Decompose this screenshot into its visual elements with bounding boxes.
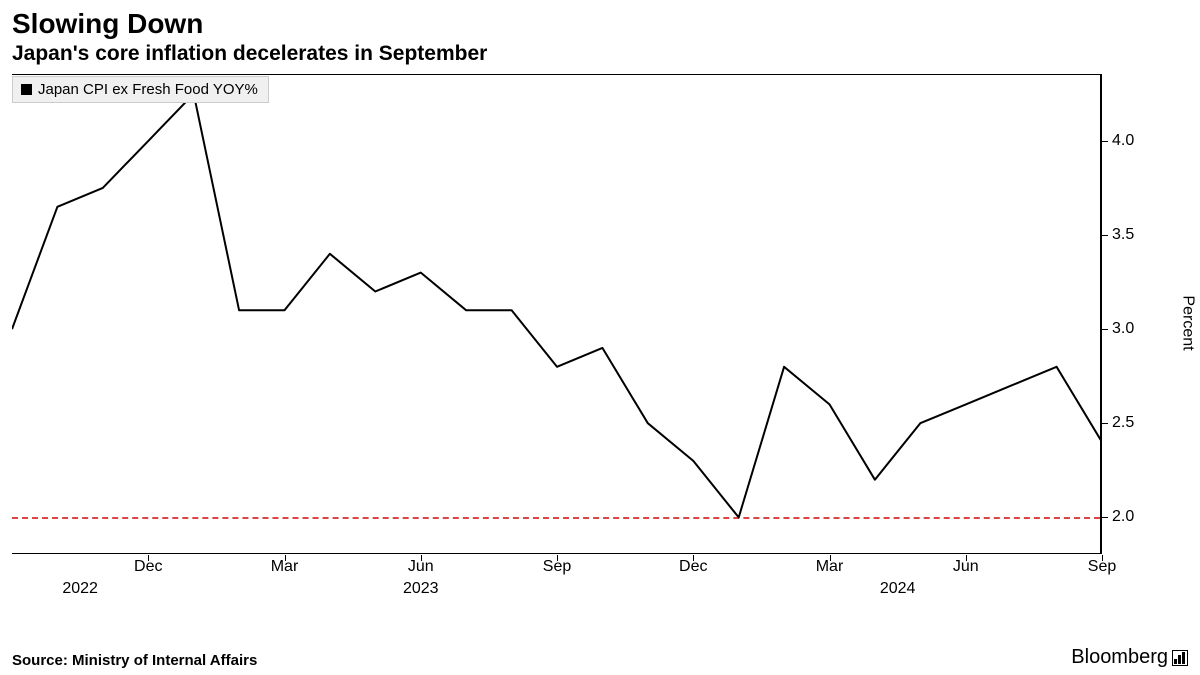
chart-container: Japan CPI ex Fresh Food YOY% 2.0 2.5 3.0 3.…: [12, 74, 1188, 602]
x-year-label: 2022: [62, 580, 98, 598]
legend-swatch: [21, 84, 32, 95]
chart-title: Slowing Down: [0, 0, 1200, 42]
y-tick-label: 4.0: [1112, 132, 1134, 150]
y-tick-label: 2.0: [1112, 508, 1134, 526]
brand-icon: [1172, 650, 1188, 666]
source-text: Source: Ministry of Internal Affairs: [12, 652, 257, 669]
brand: Bloomberg: [1071, 646, 1188, 669]
x-month-label: Dec: [134, 558, 162, 576]
chart-subtitle: Japan's core inflation decelerates in Se…: [0, 42, 1200, 74]
y-axis-title: Percent: [1179, 295, 1197, 350]
y-tick-mark: [1102, 329, 1108, 330]
x-month-label: Jun: [408, 558, 434, 576]
x-month-label: Jun: [953, 558, 979, 576]
legend-label: Japan CPI ex Fresh Food YOY%: [38, 81, 258, 98]
brand-label: Bloomberg: [1071, 646, 1168, 669]
x-year-label: 2024: [880, 580, 916, 598]
plot-area: Japan CPI ex Fresh Food YOY% 2.02.53.03.…: [12, 74, 1102, 554]
y-tick-label: 3.5: [1112, 226, 1134, 244]
legend: Japan CPI ex Fresh Food YOY%: [12, 76, 269, 103]
x-month-label: Mar: [271, 558, 299, 576]
chart-footer: Source: Ministry of Internal Affairs Blo…: [12, 646, 1188, 669]
x-month-label: Dec: [679, 558, 707, 576]
x-axis-labels: DecMarJunSepDecMarJunSep202220232024: [12, 554, 1102, 602]
y-tick-mark: [1102, 517, 1108, 518]
x-month-label: Sep: [1088, 558, 1116, 576]
x-month-label: Mar: [816, 558, 844, 576]
y-tick-label: 3.0: [1112, 320, 1134, 338]
y-tick-mark: [1102, 141, 1108, 142]
y-tick-mark: [1102, 423, 1108, 424]
y-tick-mark: [1102, 235, 1108, 236]
y-tick-label: 2.5: [1112, 414, 1134, 432]
x-month-label: Sep: [543, 558, 571, 576]
line-series: [12, 75, 1102, 555]
x-year-label: 2023: [403, 580, 439, 598]
